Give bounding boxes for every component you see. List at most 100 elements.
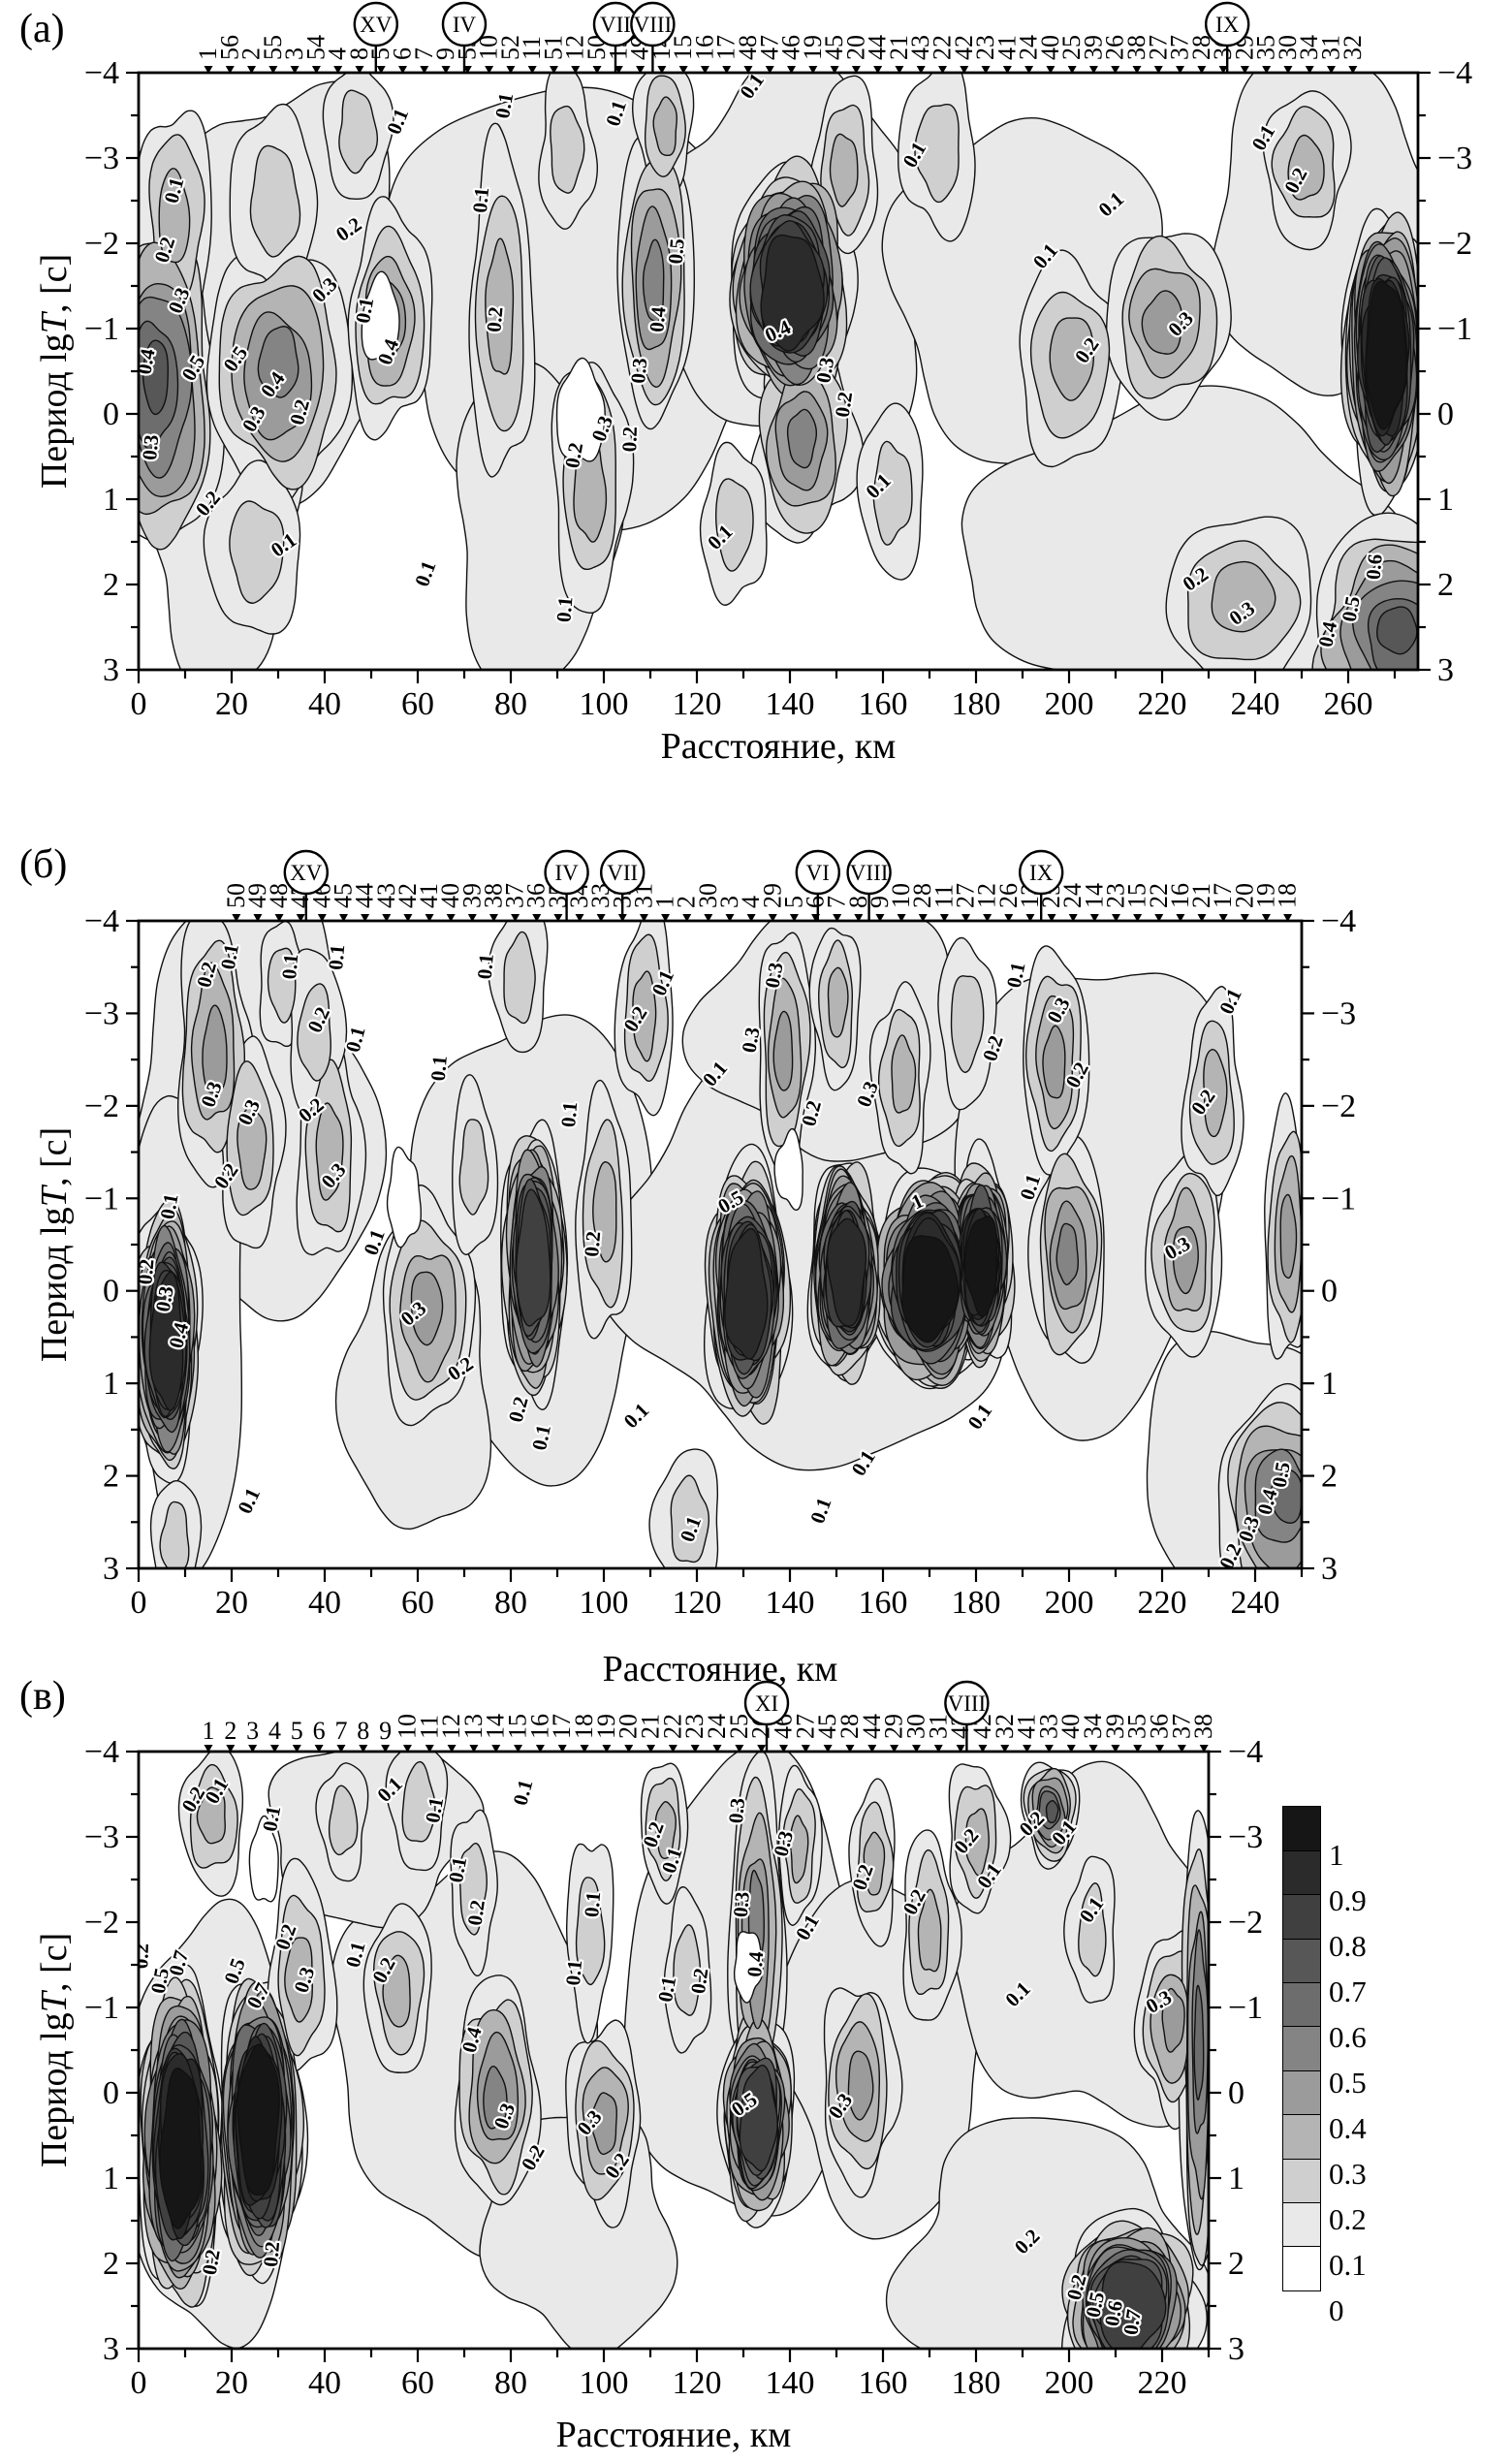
contour-ring xyxy=(950,975,985,1074)
contour-field-b: 0.20.1 0.10.30.30.20.10.20.30.40.10.20.10… xyxy=(139,921,1302,1568)
y-axis-tick-label: −2 xyxy=(84,226,119,262)
station-tick xyxy=(296,914,305,922)
colorbar-label: 0.3 xyxy=(1329,2157,1367,2191)
contour-ring xyxy=(1365,280,1407,430)
contour-label: 0.1 xyxy=(258,1804,285,1833)
station-label: 13 xyxy=(459,1714,488,1739)
contour-ring xyxy=(901,1235,960,1343)
station-label: 46 xyxy=(777,35,805,60)
station-label: 21 xyxy=(1187,883,1215,908)
x-axis-tick-label: 240 xyxy=(1231,1585,1280,1621)
station-label: 52 xyxy=(496,35,524,60)
contour-ring xyxy=(1049,317,1095,401)
y-title-text: Период lg xyxy=(34,1207,75,1363)
contour-ring xyxy=(670,1474,710,1564)
x-axis-tick-label: 180 xyxy=(952,1585,1001,1621)
y-axis-tick-label: −3 xyxy=(84,1819,119,1855)
station-label: 47 xyxy=(755,35,783,60)
station-label: 44 xyxy=(858,1714,886,1739)
station-label: 9 xyxy=(431,47,459,60)
colorbar-label: 0.1 xyxy=(1329,2248,1367,2282)
contour-ring xyxy=(1193,1984,1205,2101)
x-axis-tick-label: 40 xyxy=(308,2365,341,2401)
contour-label: 0.5 xyxy=(664,237,689,265)
station-tick xyxy=(983,914,992,922)
y-axis-tick-label: 3 xyxy=(1321,1551,1338,1587)
y-title-text: Период lg xyxy=(34,2012,75,2168)
station-tick xyxy=(361,914,370,922)
contour-label: 0.1 xyxy=(426,1055,452,1082)
contour-label: 0.2 xyxy=(686,1967,712,1995)
station-tick xyxy=(311,66,321,74)
station-tick xyxy=(765,66,774,74)
station-label: 41 xyxy=(415,883,443,908)
station-tick xyxy=(1025,914,1035,922)
y-axis-tick-label: −2 xyxy=(1437,226,1472,262)
x-axis-tick-label: 100 xyxy=(580,686,629,722)
contour-label: 0.3 xyxy=(724,1797,749,1824)
y-axis-title-v: Период lgT, [с] xyxy=(33,1933,76,2167)
station-label: 33 xyxy=(1034,1714,1062,1739)
station-label: 11 xyxy=(415,1715,443,1739)
colorbar-block xyxy=(1282,2246,1321,2292)
station-label: 40 xyxy=(436,883,464,908)
contour-ring xyxy=(724,1227,769,1360)
station-tick xyxy=(961,914,971,922)
y-axis-tick-label: −2 xyxy=(1321,1089,1356,1124)
profile-marker-label: VII xyxy=(600,13,631,37)
station-tick xyxy=(937,66,947,74)
station-label: 37 xyxy=(501,883,529,908)
station-tick xyxy=(1044,1745,1054,1753)
x-axis-tick-label: 20 xyxy=(215,2365,248,2401)
station-tick xyxy=(535,1745,545,1753)
station-tick xyxy=(333,66,343,74)
y-axis-tick-label: 2 xyxy=(1321,1459,1338,1495)
station-label: 17 xyxy=(1209,883,1237,908)
contour-ring xyxy=(1211,560,1276,633)
contour-ring xyxy=(632,970,657,1062)
x-axis-tick-label: 120 xyxy=(673,1585,722,1621)
colorbar-label: 0.2 xyxy=(1329,2202,1367,2236)
profile-marker-circle xyxy=(600,849,646,896)
station-tick xyxy=(1240,914,1249,922)
station-tick xyxy=(314,1745,324,1753)
x-axis-tick-label: 180 xyxy=(952,2365,1001,2401)
x-axis-tick-label: 100 xyxy=(580,2365,629,2401)
station-tick xyxy=(232,914,241,922)
station-label: 15 xyxy=(504,1714,532,1739)
station-tick xyxy=(398,66,408,74)
y-title-italic-T: T xyxy=(34,1992,75,2013)
contour-ring xyxy=(159,2068,203,2229)
station-tick xyxy=(402,1745,412,1753)
station-tick xyxy=(225,66,235,74)
colorbar-block xyxy=(1282,2026,1321,2072)
station-tick xyxy=(875,914,885,922)
station-tick xyxy=(1261,914,1271,922)
station-tick xyxy=(743,66,753,74)
station-label: 2 xyxy=(673,896,701,908)
colorbar-block xyxy=(1282,2202,1321,2249)
profile-marker-circle xyxy=(544,849,589,896)
station-tick xyxy=(757,1745,767,1753)
contour-ring xyxy=(1161,1987,1185,2053)
station-label: 36 xyxy=(522,883,551,908)
station-label: 43 xyxy=(372,883,400,908)
contour-label: 0.1 xyxy=(277,953,302,980)
contour-label: 0.1 xyxy=(556,1101,582,1128)
station-label: 6 xyxy=(802,896,830,908)
contour-ring xyxy=(847,2050,874,2121)
station-tick xyxy=(381,1745,391,1753)
contour-ring xyxy=(575,1877,606,1986)
station-label: 6 xyxy=(313,1717,326,1745)
station-tick xyxy=(1155,1745,1165,1753)
station-label: 39 xyxy=(457,883,486,908)
station-tick xyxy=(833,914,842,922)
x-axis-tick-label: 60 xyxy=(401,686,434,722)
contour-hole xyxy=(733,1931,764,2004)
contour-label: 0.1 xyxy=(444,1855,471,1884)
y-axis-tick-label: −2 xyxy=(1228,1905,1263,1941)
station-label: 30 xyxy=(694,883,722,908)
y-axis-tick-label: −3 xyxy=(84,995,119,1031)
station-tick xyxy=(1023,1745,1032,1753)
contour-ring xyxy=(382,1954,411,2028)
